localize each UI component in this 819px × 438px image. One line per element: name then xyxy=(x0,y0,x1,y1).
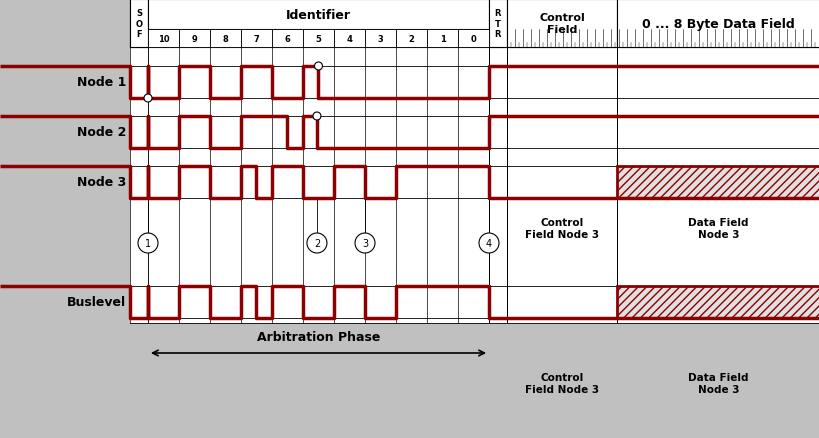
Bar xyxy=(506,0,616,48)
Bar xyxy=(303,30,333,48)
Circle shape xyxy=(355,233,374,254)
Text: Control
Field Node 3: Control Field Node 3 xyxy=(524,218,599,239)
Text: 3: 3 xyxy=(361,238,368,248)
Text: S
O
F: S O F xyxy=(135,9,143,39)
Circle shape xyxy=(314,63,322,71)
Text: Control
Field Node 3: Control Field Node 3 xyxy=(524,372,599,394)
Text: 4: 4 xyxy=(486,238,491,248)
Text: 7: 7 xyxy=(253,35,259,43)
Text: Control
Field: Control Field xyxy=(538,13,584,35)
Text: 9: 9 xyxy=(192,35,197,43)
Bar xyxy=(130,0,819,48)
Text: 3: 3 xyxy=(378,35,383,43)
Bar xyxy=(147,30,179,48)
Bar xyxy=(179,30,210,48)
Text: 5: 5 xyxy=(315,35,321,43)
Bar xyxy=(241,30,272,48)
Circle shape xyxy=(313,113,320,121)
Text: 6: 6 xyxy=(284,35,290,43)
Bar xyxy=(130,48,819,323)
Text: 2: 2 xyxy=(408,35,414,43)
Text: Node 3: Node 3 xyxy=(77,176,126,189)
Text: 2: 2 xyxy=(314,238,319,248)
Text: 1: 1 xyxy=(439,35,445,43)
Bar xyxy=(616,0,819,48)
Text: 0 ... 8 Byte Data Field: 0 ... 8 Byte Data Field xyxy=(641,18,794,30)
Text: 0: 0 xyxy=(470,35,476,43)
Bar xyxy=(210,30,241,48)
Text: 4: 4 xyxy=(346,35,352,43)
Text: 8: 8 xyxy=(222,35,229,43)
Text: 1: 1 xyxy=(145,238,151,248)
Bar xyxy=(147,0,488,30)
Circle shape xyxy=(144,95,152,103)
Circle shape xyxy=(138,233,158,254)
Bar xyxy=(427,30,458,48)
Bar xyxy=(616,166,819,198)
Text: Identifier: Identifier xyxy=(286,8,351,21)
Bar xyxy=(616,286,819,318)
Bar xyxy=(396,30,427,48)
Text: Node 2: Node 2 xyxy=(76,126,126,139)
Text: 10: 10 xyxy=(157,35,169,43)
Text: Data Field
Node 3: Data Field Node 3 xyxy=(687,218,748,239)
Text: Node 1: Node 1 xyxy=(76,76,126,89)
Bar xyxy=(272,30,303,48)
Bar xyxy=(333,30,364,48)
Text: Arbitration Phase: Arbitration Phase xyxy=(256,330,380,343)
Circle shape xyxy=(478,233,499,254)
Bar xyxy=(488,0,506,48)
Bar xyxy=(458,30,488,48)
Text: Buslevel: Buslevel xyxy=(67,296,126,309)
Bar xyxy=(130,0,147,48)
Bar xyxy=(364,30,396,48)
Circle shape xyxy=(306,233,327,254)
Text: Data Field
Node 3: Data Field Node 3 xyxy=(687,372,748,394)
Text: R
T
R: R T R xyxy=(494,9,500,39)
